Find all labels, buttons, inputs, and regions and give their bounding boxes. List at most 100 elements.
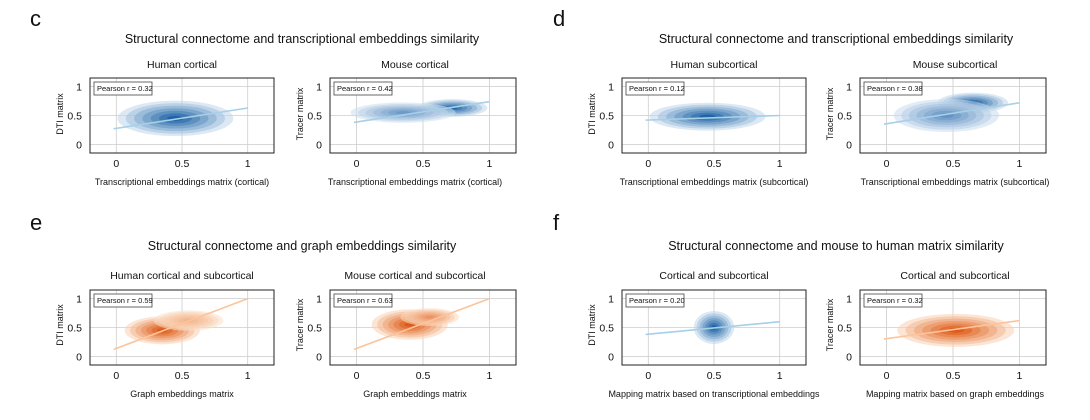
y-tick-label: 0.5	[837, 323, 852, 335]
density-contour	[425, 315, 434, 319]
y-tick-label: 0	[608, 351, 614, 363]
x-axis-label-d2: Transcriptional embeddings matrix (subco…	[861, 177, 1050, 187]
regression-line	[883, 319, 1020, 340]
chart-subtitle-c2: Mouse cortical	[381, 59, 449, 71]
plot-frame	[621, 77, 807, 154]
chart-subtitle-f1: Cortical and subcortical	[659, 270, 768, 282]
chart-8: 0 0.5 1 0 0.5 1 Pearson r = 0.32	[837, 289, 1047, 382]
y-tick-label: 1	[316, 82, 322, 94]
plot-frame	[329, 77, 517, 154]
y-tick-label: 0	[846, 351, 852, 363]
y-tick-label: 1	[846, 294, 852, 306]
x-tick-label: 0	[113, 370, 119, 382]
chart-subtitle-e1: Human cortical and subcortical	[110, 270, 254, 282]
regression-line	[883, 102, 1020, 125]
x-tick-label: 1	[487, 370, 493, 382]
stat-box	[625, 81, 685, 96]
y-tick-label: 0.5	[307, 111, 322, 123]
y-tick-label: 0	[316, 139, 322, 151]
y-tick-label: 0.5	[307, 323, 322, 335]
x-tick-label: 1	[777, 158, 783, 170]
plot-frame	[621, 289, 807, 366]
charts: 0 0.5 1 0 0.5 1 Pearson r = 0.32 0 0.5 1 0 0.5 1 Pear…	[67, 77, 1047, 382]
y-tick-label: 0	[846, 139, 852, 151]
y-tick-label: 0.5	[837, 111, 852, 123]
density	[897, 313, 1015, 347]
y-tick-label: 0.5	[67, 323, 82, 335]
regression-line	[645, 320, 780, 336]
stat-box	[93, 293, 153, 308]
y-axis-label-e1: DTI matrix	[55, 304, 65, 346]
y-tick-label: 0	[608, 139, 614, 151]
y-tick-label: 1	[608, 294, 614, 306]
plot-frame	[329, 289, 517, 366]
pearson-annotation: Pearson r = 0.20	[629, 296, 685, 305]
x-tick-label: 1	[245, 158, 251, 170]
pearson-annotation: Pearson r = 0.63	[337, 296, 393, 305]
density	[649, 102, 766, 131]
y-axis-label-f1: DTI matrix	[587, 304, 597, 346]
y-tick-label: 1	[846, 82, 852, 94]
y-tick-label: 1	[608, 82, 614, 94]
y-axis-label-d2: Tracer matrix	[825, 87, 835, 140]
y-tick-label: 1	[76, 82, 82, 94]
x-axis-label-c2: Transcriptional embeddings matrix (corti…	[328, 177, 502, 187]
stat-box	[625, 293, 685, 308]
plot-frame	[89, 289, 275, 366]
stat-box	[333, 81, 393, 96]
panel-d: d Structural connectome and transcriptio…	[553, 6, 1049, 187]
density	[371, 308, 459, 340]
panel-letter-f: f	[553, 210, 560, 235]
x-tick-label: 0	[354, 370, 360, 382]
x-tick-label: 0.5	[175, 370, 190, 382]
chart-7: 0 0.5 1 0 0.5 1 Pearson r = 0.20	[599, 289, 807, 382]
x-tick-label: 1	[487, 158, 493, 170]
y-axis-label-c1: DTI matrix	[55, 93, 65, 135]
x-axis-label-c1: Transcriptional embeddings matrix (corti…	[95, 177, 269, 187]
stat-box	[863, 81, 923, 96]
y-tick-label: 0.5	[599, 323, 614, 335]
x-axis-label-d1: Transcriptional embeddings matrix (subco…	[620, 177, 809, 187]
x-axis-label-f2: Mapping matrix based on graph embeddings	[866, 389, 1045, 399]
x-tick-label: 1	[777, 370, 783, 382]
regression-line	[353, 100, 490, 124]
y-tick-label: 0	[316, 351, 322, 363]
panel-title-f: Structural connectome and mouse to human…	[668, 239, 1004, 253]
y-axis-label-d1: DTI matrix	[587, 93, 597, 135]
chart-3: 0 0.5 1 0 0.5 1 Pearson r = 0.12	[599, 77, 807, 170]
panel-letter-e: e	[30, 210, 42, 235]
pearson-annotation: Pearson r = 0.12	[629, 84, 685, 93]
x-tick-label: 0	[645, 158, 651, 170]
panel-c: c Structural connectome and transcriptio…	[30, 6, 502, 187]
x-tick-label: 0.5	[416, 158, 431, 170]
x-tick-label: 1	[245, 370, 251, 382]
panel-letter-d: d	[553, 6, 565, 31]
x-axis-label-f1: Mapping matrix based on transcriptional …	[608, 389, 820, 399]
y-tick-label: 0.5	[599, 111, 614, 123]
panel-e: e Structural connectome and graph embedd…	[30, 210, 486, 399]
plot-frame	[859, 77, 1047, 154]
regression-line	[113, 107, 248, 130]
panel-f: f Structural connectome and mouse to hum…	[553, 210, 1045, 399]
panel-title-e: Structural connectome and graph embeddin…	[148, 239, 457, 253]
plot-frame	[859, 289, 1047, 366]
panel-title-c: Structural connectome and transcriptiona…	[125, 32, 480, 46]
chart-1: 0 0.5 1 0 0.5 1 Pearson r = 0.32	[67, 77, 275, 170]
chart-subtitle-e2: Mouse cortical and subcortical	[344, 270, 485, 282]
pearson-annotation: Pearson r = 0.42	[337, 84, 393, 93]
pearson-annotation: Pearson r = 0.32	[97, 84, 153, 93]
stat-box	[863, 293, 923, 308]
x-axis-label-e1: Graph embeddings matrix	[130, 389, 234, 399]
x-tick-label: 0.5	[707, 158, 722, 170]
density	[117, 100, 234, 137]
regression-line	[353, 297, 490, 351]
x-axis-label-e2: Graph embeddings matrix	[363, 389, 467, 399]
y-axis-label-f2: Tracer matrix	[825, 298, 835, 351]
chart-subtitle-d2: Mouse subcortical	[913, 59, 998, 71]
pearson-annotation: Pearson r = 0.38	[867, 84, 923, 93]
x-tick-label: 0	[645, 370, 651, 382]
stat-box	[93, 81, 153, 96]
y-tick-label: 1	[316, 294, 322, 306]
regression-line	[113, 297, 248, 351]
